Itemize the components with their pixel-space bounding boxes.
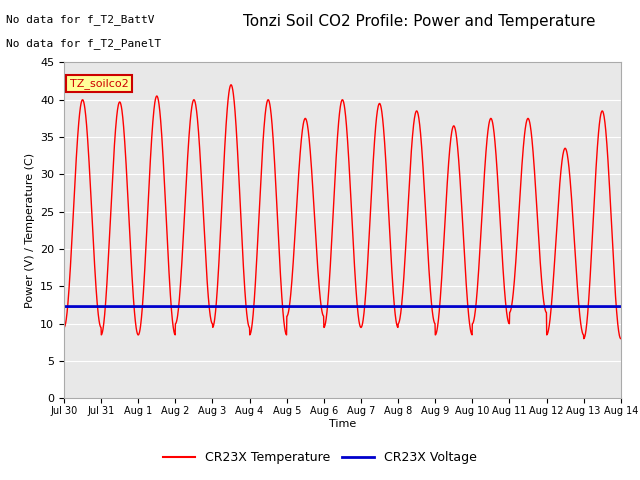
CR23X Voltage — [617, 304, 625, 310]
CR23X Voltage — [601, 304, 609, 310]
CR23X Temperature — [88, 222, 96, 228]
Text: Tonzi Soil CO2 Profile: Power and Temperature: Tonzi Soil CO2 Profile: Power and Temper… — [243, 14, 596, 29]
CR23X Voltage — [60, 304, 68, 310]
CR23X Voltage — [316, 304, 324, 310]
CR23X Temperature — [60, 324, 68, 330]
CR23X Temperature — [316, 296, 324, 301]
CR23X Voltage — [331, 304, 339, 310]
CR23X Temperature — [499, 261, 506, 267]
X-axis label: Time: Time — [329, 419, 356, 429]
CR23X Voltage — [88, 304, 96, 310]
Text: TZ_soilco2: TZ_soilco2 — [70, 78, 128, 89]
CR23X Temperature — [227, 82, 235, 88]
Text: No data for f_T2_PanelT: No data for f_T2_PanelT — [6, 38, 162, 49]
CR23X Voltage — [600, 304, 608, 310]
Text: No data for f_T2_BattV: No data for f_T2_BattV — [6, 14, 155, 25]
CR23X Temperature — [617, 336, 625, 342]
CR23X Temperature — [601, 117, 609, 123]
CR23X Temperature — [331, 175, 339, 180]
Legend: CR23X Temperature, CR23X Voltage: CR23X Temperature, CR23X Voltage — [159, 446, 481, 469]
CR23X Temperature — [601, 120, 609, 125]
CR23X Voltage — [499, 304, 506, 310]
Line: CR23X Temperature: CR23X Temperature — [64, 85, 621, 339]
Y-axis label: Power (V) / Temperature (C): Power (V) / Temperature (C) — [24, 153, 35, 308]
